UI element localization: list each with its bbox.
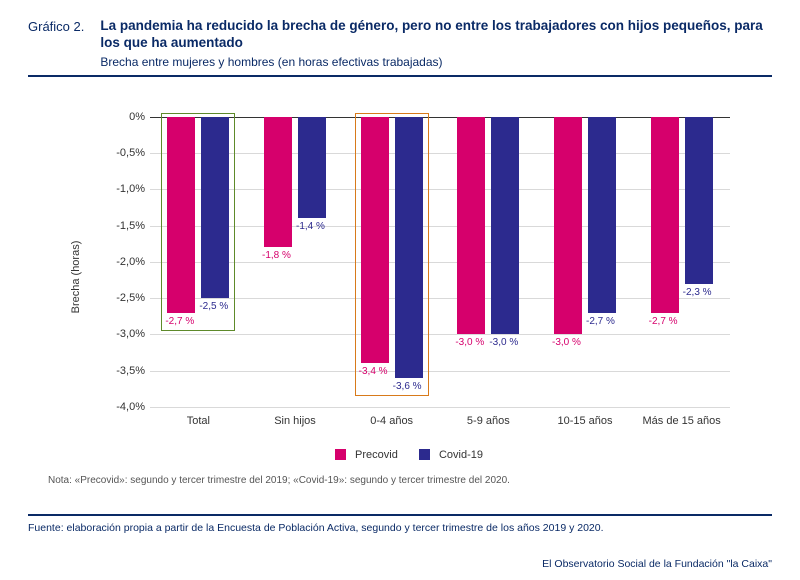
- bar-covid: [491, 117, 519, 335]
- bar-value-label: -1,8 %: [262, 250, 291, 261]
- bar-value-label: -2,7 %: [586, 316, 615, 327]
- y-tick-label: -2,5%: [95, 292, 145, 304]
- category-label: 10-15 años: [557, 415, 612, 427]
- chart-subtitle: Brecha entre mujeres y hombres (en horas…: [100, 55, 772, 69]
- bar-covid: [588, 117, 616, 313]
- y-tick-label: -1,0%: [95, 183, 145, 195]
- bar-precovid: [264, 117, 292, 248]
- bar-group: -3,0 %-2,7 %10-15 años: [537, 117, 634, 407]
- bar-precovid: [651, 117, 679, 313]
- y-tick-label: -4,0%: [95, 401, 145, 413]
- bar-value-label: -3,0 %: [455, 337, 484, 348]
- legend-swatch-precovid: [335, 449, 346, 460]
- chart-title: La pandemia ha reducido la brecha de gén…: [100, 18, 772, 52]
- category-label: 0-4 años: [370, 415, 413, 427]
- highlight-box: [161, 113, 235, 331]
- y-tick-label: -1,5%: [95, 220, 145, 232]
- bar-value-label: -3,0 %: [552, 337, 581, 348]
- y-tick-label: -2,0%: [95, 256, 145, 268]
- y-axis-title: Brecha (horas): [70, 240, 82, 313]
- y-tick-label: -0,5%: [95, 147, 145, 159]
- plate-label: Gráfico 2.: [28, 18, 84, 34]
- highlight-box: [355, 113, 429, 396]
- grid-line: [150, 407, 730, 408]
- plot-area: -2,7 %-2,5 %Total-1,8 %-1,4 %Sin hijos-3…: [150, 117, 730, 407]
- bar-covid: [298, 117, 326, 219]
- bar-value-label: -1,4 %: [296, 221, 325, 232]
- chart-note: Nota: «Precovid»: segundo y tercer trime…: [48, 475, 772, 486]
- bar-precovid: [457, 117, 485, 335]
- bar-value-label: -2,7 %: [649, 316, 678, 327]
- legend-label-covid: Covid-19: [439, 449, 483, 461]
- chart-source: Fuente: elaboración propia a partir de l…: [28, 522, 772, 534]
- y-tick-label: -3,5%: [95, 365, 145, 377]
- bar-group: -2,7 %-2,3 %Más de 15 años: [633, 117, 730, 407]
- bar-chart: Brecha (horas) -2,7 %-2,5 %Total-1,8 %-1…: [60, 117, 740, 437]
- category-label: Sin hijos: [274, 415, 316, 427]
- bar-precovid: [554, 117, 582, 335]
- bar-value-label: -3,0 %: [489, 337, 518, 348]
- footer-right: El Observatorio Social de la Fundación "…: [542, 558, 772, 570]
- bar-value-label: -2,3 %: [683, 287, 712, 298]
- category-label: Más de 15 años: [643, 415, 721, 427]
- category-label: 5-9 años: [467, 415, 510, 427]
- legend: Precovid Covid-19: [28, 449, 772, 461]
- y-tick-label: -3,0%: [95, 328, 145, 340]
- y-tick-label: 0%: [95, 111, 145, 123]
- divider-top: [28, 75, 772, 77]
- bar-group: -3,0 %-3,0 %5-9 años: [440, 117, 537, 407]
- bar-group: -1,8 %-1,4 %Sin hijos: [247, 117, 344, 407]
- divider-bottom: [28, 514, 772, 516]
- category-label: Total: [187, 415, 210, 427]
- legend-label-precovid: Precovid: [355, 449, 398, 461]
- bar-covid: [685, 117, 713, 284]
- legend-swatch-covid: [419, 449, 430, 460]
